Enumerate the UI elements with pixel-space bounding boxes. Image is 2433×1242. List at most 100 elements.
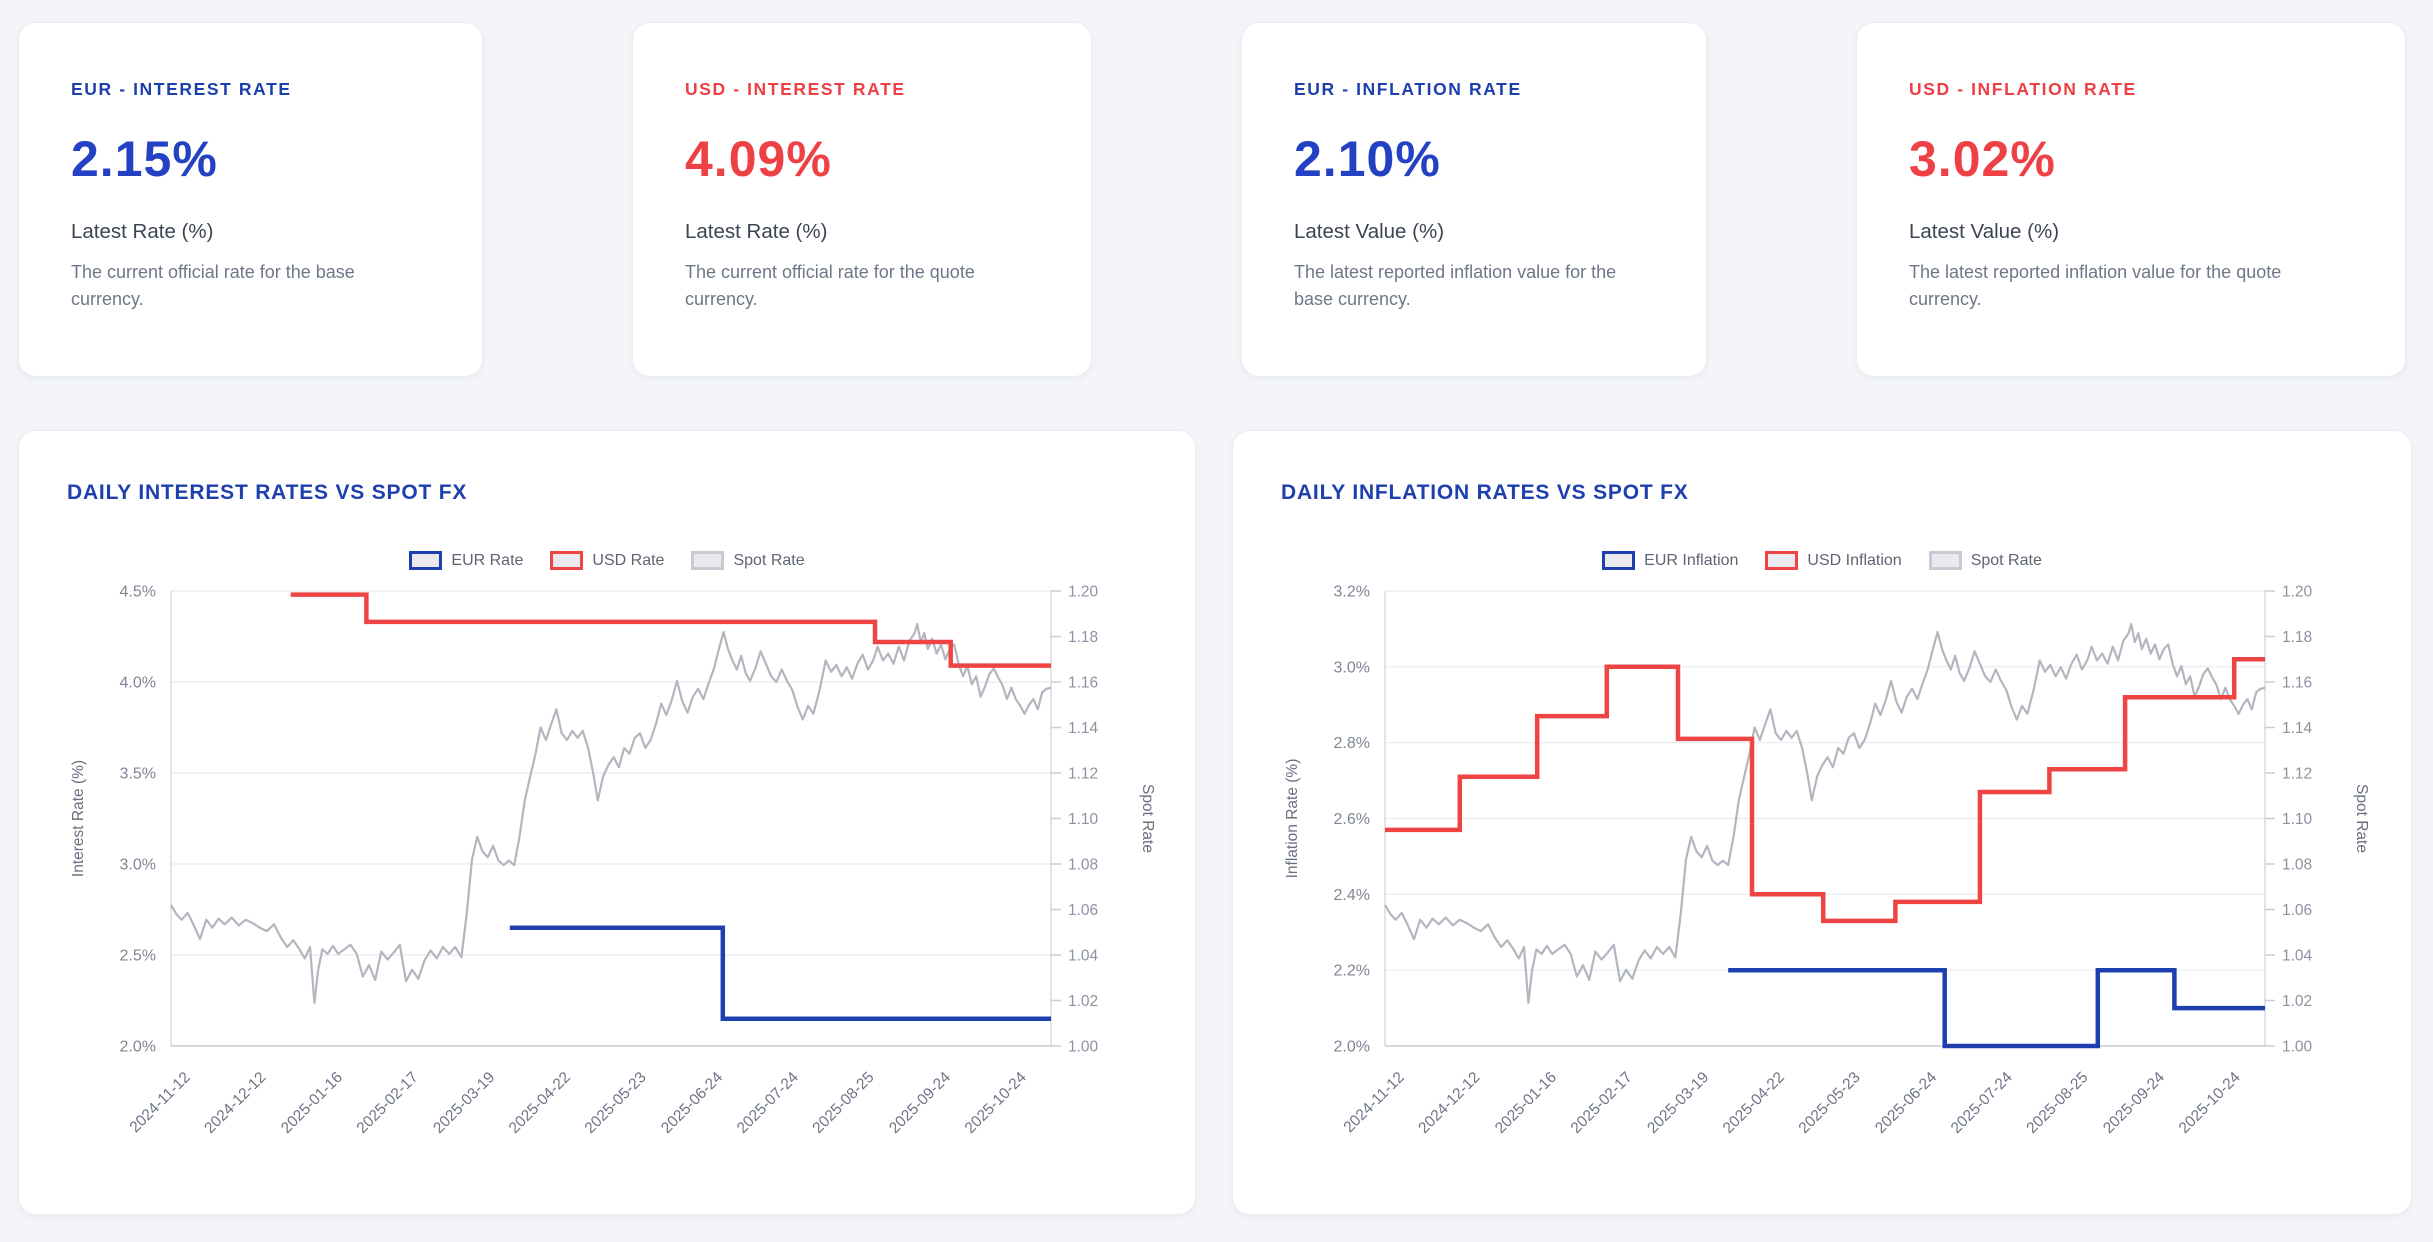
stat-card-label: Latest Rate (%) xyxy=(71,220,214,243)
y-axis-right-tick-label: 1.14 xyxy=(2282,720,2313,737)
stat-card-description: The current official rate for the base c… xyxy=(71,262,355,309)
y-axis-right-tick-label: 1.10 xyxy=(1068,811,1099,828)
stat-card-description: The current official rate for the quote … xyxy=(685,262,975,309)
x-axis-tick-label: 2025-02-17 xyxy=(1568,1069,1636,1137)
legend-item-usd-rate[interactable]: USD Rate xyxy=(550,551,664,570)
x-axis-tick-label: 2025-05-23 xyxy=(582,1069,650,1137)
stat-card-description: The latest reported inflation value for … xyxy=(1909,262,2282,309)
legend-item-spot-rate[interactable]: Spot Rate xyxy=(691,551,805,570)
y-axis-right-tick-label: 1.06 xyxy=(1068,902,1098,919)
series-line-usd-rate[interactable] xyxy=(290,592,1051,668)
legend-swatch-icon xyxy=(1602,551,1636,570)
chart-svg: 2.0% 2.5% 3.0% 3.5% 4.0% 4.5% 1.00 1.02 1.04 1.06… xyxy=(70,584,1156,1137)
x-axis-tick-label: 2025-03-19 xyxy=(1644,1069,1712,1137)
dashboard: EUR - INTEREST RATE 2.15% Latest Rate (%) T… xyxy=(0,0,2433,1215)
legend-item-usd-inflation[interactable]: USD Inflation xyxy=(1765,551,1902,570)
x-axis-tick-label: 2025-08-25 xyxy=(2023,1069,2091,1137)
charts-row: DAILY INTEREST RATES VS SPOT FX EUR Rate… xyxy=(0,377,2433,1215)
x-axis-tick-label: 2024-11-12 xyxy=(1341,1069,1408,1136)
y-axis-right-tick-label: 1.16 xyxy=(2282,675,2312,692)
y-axis-right-tick-label: 1.20 xyxy=(1068,584,1099,601)
y-axis-right-tick-label: 1.18 xyxy=(2282,629,2312,646)
stat-card-title: EUR - INFLATION RATE xyxy=(1294,79,1522,99)
chart-title: DAILY INTEREST RATES VS SPOT FX xyxy=(67,481,468,504)
y-axis-left-tick-label: 4.5% xyxy=(120,584,156,601)
x-axis-tick-label: 2025-04-22 xyxy=(506,1069,574,1137)
stat-card-usd-inflation-rate: USD - INFLATION RATE 3.02% Latest Value (%… xyxy=(1856,22,2406,377)
stat-card-label: Latest Value (%) xyxy=(1294,220,1445,243)
stat-card-title: EUR - INTEREST RATE xyxy=(71,79,292,99)
chart-panel-inflation: DAILY INFLATION RATES VS SPOT FX EUR Inf… xyxy=(1232,430,2412,1215)
y-axis-right-tick-label: 1.12 xyxy=(1068,766,1098,783)
y-axis-right-tick-label: 1.04 xyxy=(1068,948,1099,965)
stat-card-label: Latest Value (%) xyxy=(1909,220,2060,243)
stat-card-description: The latest reported inflation value for … xyxy=(1294,262,1617,309)
legend-label: Spot Rate xyxy=(1970,551,2042,569)
x-axis-tick-label: 2025-10-24 xyxy=(2176,1069,2244,1137)
x-axis-tick-label: 2025-08-25 xyxy=(809,1069,877,1137)
legend-label: EUR Rate xyxy=(451,551,524,569)
legend-item-spot-rate[interactable]: Spot Rate xyxy=(1928,551,2042,570)
y-axis-right-tick-label: 1.16 xyxy=(1068,675,1098,692)
y-axis-right-tick-label: 1.08 xyxy=(2282,857,2312,874)
y-axis-left-tick-label: 3.0% xyxy=(1334,659,1370,676)
y-axis-left-tick-label: 2.6% xyxy=(1334,811,1370,828)
y-axis-right-tick-label: 1.00 xyxy=(1068,1039,1099,1056)
x-axis-tick-label: 2025-10-24 xyxy=(962,1069,1030,1137)
stat-card-eur-interest-rate: EUR - INTEREST RATE 2.15% Latest Rate (%) T… xyxy=(18,22,483,377)
legend-swatch-icon xyxy=(550,551,584,570)
chart-legend: EUR Rate USD Rate Spot Rate xyxy=(19,551,1195,570)
y-axis-right-tick-label: 1.00 xyxy=(2282,1039,2313,1056)
y-axis-right-tick-label: 1.10 xyxy=(2282,811,2313,828)
stat-card-value: 4.09% xyxy=(685,131,832,187)
legend-swatch-icon xyxy=(1928,551,1962,570)
x-axis-tick-label: 2025-07-24 xyxy=(1948,1069,2016,1137)
y-axis-left-tick-label: 3.0% xyxy=(120,857,156,874)
chart-svg: 2.0% 2.2% 2.4% 2.6% 2.8% 3.0% 3.2% 1.00 1.02 1.04… xyxy=(1284,584,2370,1137)
series-line-usd-inflation[interactable] xyxy=(1385,657,2265,924)
legend-label: EUR Inflation xyxy=(1644,551,1739,569)
legend-swatch-icon xyxy=(691,551,725,570)
series-line-spot-rate[interactable] xyxy=(1384,622,2266,1004)
x-axis-tick-label: 2025-01-16 xyxy=(1492,1069,1560,1137)
x-axis-tick-label: 2025-05-23 xyxy=(1796,1069,1864,1137)
legend-swatch-icon xyxy=(1765,551,1799,570)
x-axis-tick-label: 2025-07-24 xyxy=(734,1069,802,1137)
y-axis-left-tick-label: 2.0% xyxy=(1334,1039,1370,1056)
x-axis-tick-label: 2024-12-12 xyxy=(201,1069,269,1137)
y-axis-right-title: Spot Rate xyxy=(1139,784,1156,853)
chart-panel-interest: DAILY INTEREST RATES VS SPOT FX EUR Rate… xyxy=(18,430,1196,1215)
y-axis-right-tick-label: 1.20 xyxy=(2282,584,2313,601)
y-axis-left-tick-label: 2.4% xyxy=(1334,887,1370,904)
series-line-spot-rate[interactable] xyxy=(170,622,1052,1004)
chart-title: DAILY INFLATION RATES VS SPOT FX xyxy=(1281,481,1689,504)
legend-item-eur-inflation[interactable]: EUR Inflation xyxy=(1602,551,1738,570)
y-axis-right-tick-label: 1.02 xyxy=(2282,993,2312,1010)
stat-card-eur-inflation-rate: EUR - INFLATION RATE 2.10% Latest Value (%… xyxy=(1241,22,1707,377)
legend-swatch-icon xyxy=(409,551,443,570)
series-line-eur-rate[interactable] xyxy=(509,925,1051,1021)
x-axis-tick-label: 2025-01-16 xyxy=(278,1069,346,1137)
y-axis-right-title: Spot Rate xyxy=(2353,784,2370,853)
legend-item-eur-rate[interactable]: EUR Rate xyxy=(409,551,523,570)
x-axis-tick-label: 2024-11-12 xyxy=(127,1069,194,1136)
y-axis-right-tick-label: 1.06 xyxy=(2282,902,2312,919)
stat-card-title: USD - INFLATION RATE xyxy=(1909,79,2137,99)
y-axis-right-tick-label: 1.08 xyxy=(1068,857,1098,874)
y-axis-right-tick-label: 1.02 xyxy=(1068,993,1098,1010)
y-axis-left-tick-label: 2.2% xyxy=(1334,963,1370,980)
x-axis-tick-label: 2025-06-24 xyxy=(658,1069,726,1137)
series-line-eur-inflation[interactable] xyxy=(1728,967,2265,1049)
legend-label: USD Rate xyxy=(592,551,665,569)
legend-label: Spot Rate xyxy=(733,551,805,569)
x-axis-tick-label: 2025-02-17 xyxy=(354,1069,422,1137)
stat-card-value: 3.02% xyxy=(1909,131,2056,187)
x-axis-tick-label: 2025-09-24 xyxy=(2100,1069,2168,1137)
x-axis-tick-label: 2025-09-24 xyxy=(886,1069,954,1137)
y-axis-left-title: Interest Rate (%) xyxy=(70,760,87,877)
stat-card-usd-interest-rate: USD - INTEREST RATE 4.09% Latest Rate (%) T… xyxy=(632,22,1092,377)
stat-cards-row: EUR - INTEREST RATE 2.15% Latest Rate (%) T… xyxy=(0,0,2433,377)
x-axis-tick-label: 2025-03-19 xyxy=(430,1069,498,1137)
stat-card-value: 2.10% xyxy=(1294,131,1441,187)
y-axis-right-tick-label: 1.04 xyxy=(2282,948,2313,965)
